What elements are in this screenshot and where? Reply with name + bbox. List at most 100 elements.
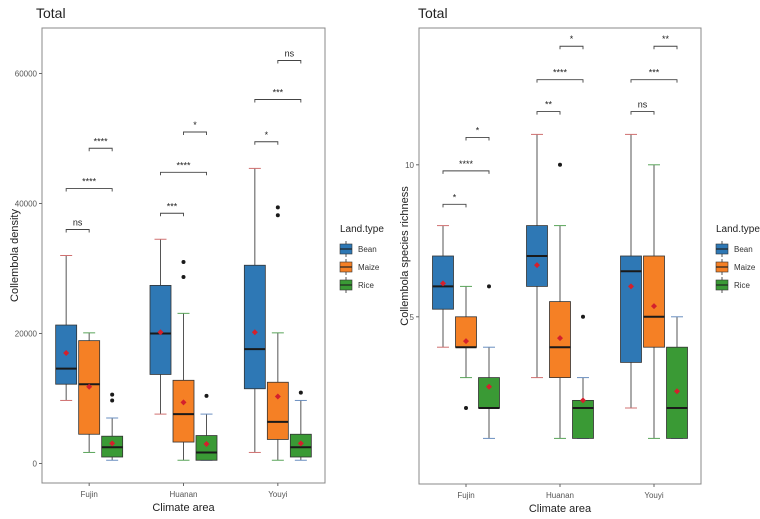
box-maize-youyi <box>266 205 289 461</box>
mean-marker <box>203 441 210 447</box>
legend-title: Land.type <box>340 224 384 235</box>
legend-label: Rice <box>358 281 375 290</box>
significance-bracket <box>630 111 655 115</box>
mean-marker <box>440 280 446 287</box>
significance-bracket <box>559 45 584 50</box>
legend-item-maize: Maize <box>715 259 756 275</box>
mean-marker <box>86 383 93 390</box>
legend: Land.type Bean Maize Rice <box>339 224 384 293</box>
y-axis-label: Collembola species richness <box>399 186 411 326</box>
outlier-point <box>110 398 115 403</box>
significance-bracket <box>183 131 207 135</box>
box-bean-fujin <box>432 225 454 348</box>
significance-label: ** <box>545 100 553 110</box>
box-rice-huanan <box>195 393 218 461</box>
outlier-point <box>275 205 280 210</box>
significance-bracket <box>536 111 561 115</box>
y-axis-label: Collembola density <box>9 209 21 302</box>
y-tick-label: 20000 <box>15 330 38 339</box>
box-maize-huanan <box>549 162 571 439</box>
box-iqr <box>620 255 642 363</box>
box-iqr <box>243 264 266 390</box>
box-iqr <box>478 377 500 409</box>
significance-bracket <box>277 60 302 64</box>
legend-label: Bean <box>734 245 753 254</box>
box-bean-fujin <box>55 255 78 401</box>
significance-label: ns <box>285 49 295 59</box>
significance-label: *** <box>649 68 660 78</box>
box-iqr <box>266 381 289 440</box>
outlier-point <box>110 392 115 397</box>
box-maize-huanan <box>172 260 195 461</box>
significance-label: **** <box>82 177 97 187</box>
legend-item-bean: Bean <box>339 241 377 257</box>
legend-item-bean: Bean <box>715 241 753 257</box>
legend-label: Bean <box>358 245 377 254</box>
significance-label: ns <box>638 100 648 110</box>
significance-bracket <box>442 203 467 208</box>
legend-item-rice: Rice <box>715 277 751 293</box>
significance-bracket <box>536 79 584 83</box>
y-tick-label: 60000 <box>15 70 38 79</box>
outlier-point <box>464 406 468 410</box>
significance-label: ns <box>73 218 83 228</box>
significance-bracket <box>65 229 90 233</box>
significance-bracket <box>630 79 678 83</box>
y-tick-label: 0 <box>33 460 38 469</box>
box-maize-fujin <box>78 332 101 453</box>
x-tick-label: Fujin <box>457 491 474 500</box>
box-bean-huanan <box>149 238 172 415</box>
legend-label: Rice <box>734 281 751 290</box>
mean-marker <box>557 335 563 342</box>
outlier-point <box>581 314 585 319</box>
significance-label: * <box>570 34 574 44</box>
significance-label: * <box>265 130 269 140</box>
x-tick-label: Youyi <box>644 491 664 500</box>
mean-marker <box>628 283 634 290</box>
box-maize-fujin <box>455 285 477 410</box>
box-bean-youyi <box>620 133 642 409</box>
box-rice-fujin <box>101 392 124 461</box>
mean-marker <box>463 338 469 345</box>
x-tick-label: Huanan <box>546 491 574 500</box>
significance-bracket <box>465 136 490 141</box>
significance-label: * <box>476 125 480 135</box>
significance-bracket <box>442 170 490 174</box>
significance-bracket <box>254 141 279 145</box>
box-iqr <box>195 435 218 461</box>
chart-title: Total <box>418 5 448 21</box>
box-rice-youyi <box>289 390 312 461</box>
mean-marker <box>486 383 492 390</box>
legend: Land.type Bean Maize Rice <box>715 224 760 293</box>
significance-label: *** <box>167 201 178 211</box>
significance-label: *** <box>273 88 284 98</box>
outlier-point <box>487 284 491 289</box>
significance-label: * <box>453 192 457 202</box>
legend-label: Maize <box>358 263 380 272</box>
mean-marker <box>274 393 281 400</box>
box-rice-huanan <box>572 314 594 439</box>
box-iqr <box>643 255 665 348</box>
x-tick-label: Youyi <box>268 490 288 499</box>
mean-marker <box>63 350 70 356</box>
significance-label: **** <box>553 68 568 78</box>
legend-item-maize: Maize <box>339 259 380 275</box>
box-rice-youyi <box>666 316 688 439</box>
significance-bracket <box>65 188 113 192</box>
box-bean-youyi <box>243 167 266 453</box>
outlier-point <box>181 260 186 264</box>
x-axis-label: Climate area <box>152 502 215 514</box>
mean-marker <box>251 329 258 336</box>
box-rice-fujin <box>478 284 500 439</box>
mean-marker <box>297 440 304 447</box>
significance-bracket <box>160 171 207 176</box>
significance-bracket <box>653 45 678 50</box>
significance-label: **** <box>459 159 474 169</box>
box-iqr <box>172 379 195 443</box>
box-bean-huanan <box>526 133 548 379</box>
significance-label: * <box>193 120 197 130</box>
mean-marker <box>157 329 164 336</box>
mean-marker <box>534 262 540 269</box>
outlier-point <box>275 213 280 218</box>
significance-bracket <box>254 99 302 103</box>
